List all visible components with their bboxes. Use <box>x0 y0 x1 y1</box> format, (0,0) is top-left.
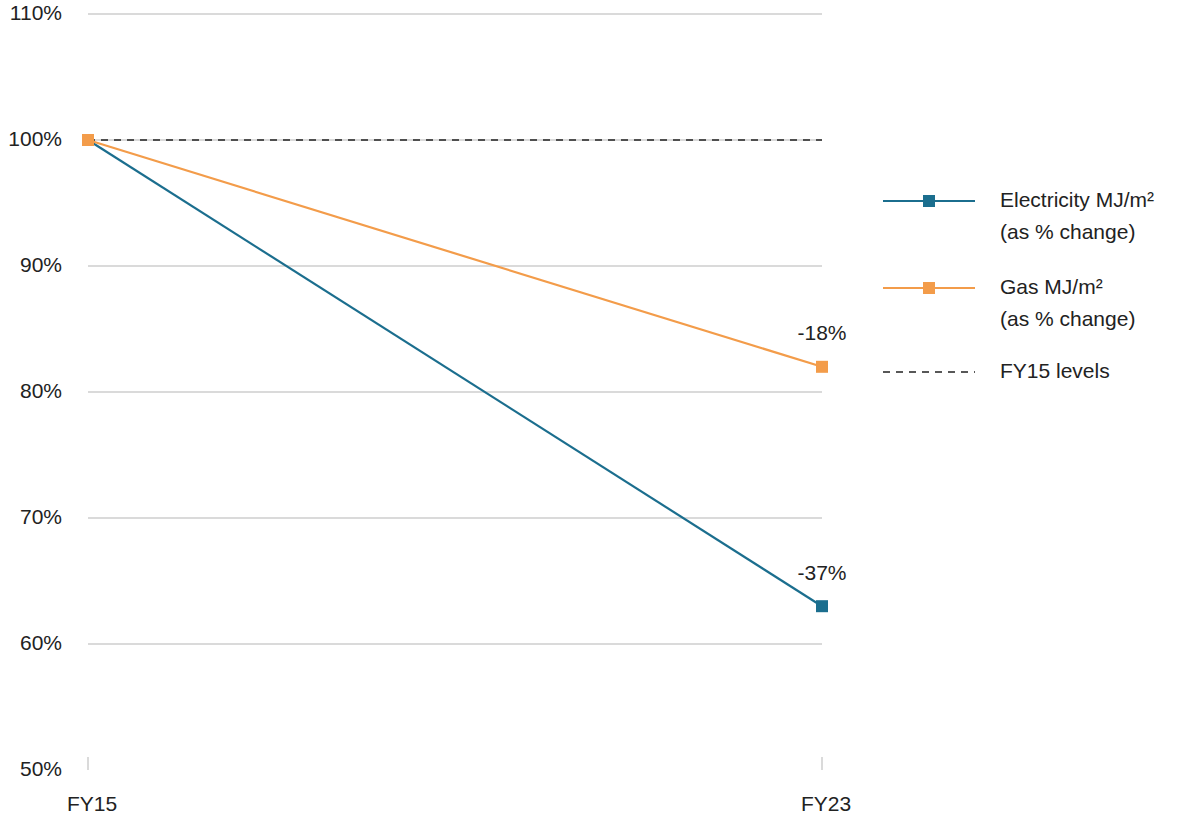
series-line <box>88 140 822 367</box>
chart: 50% 60% 70% 80% 90% 100% 110% FY15 FY23 -18% -37% E… <box>0 0 1200 820</box>
grid-line <box>88 644 822 645</box>
grid-line <box>88 14 822 15</box>
legend-label: Gas MJ/m² (as % change) <box>1000 275 1135 330</box>
annotation: -37% <box>797 561 846 584</box>
y-tick-label: 100% <box>8 127 62 150</box>
series-line <box>88 140 822 606</box>
legend: Electricity MJ/m² (as % change) Gas MJ/m² (… <box>883 188 1154 382</box>
grid-line <box>88 266 822 267</box>
y-tick-label: 50% <box>20 757 62 780</box>
legend-line: (as % change) <box>1000 220 1135 243</box>
annotation: -18% <box>797 321 846 344</box>
point-marker <box>82 134 94 146</box>
grid-line <box>88 392 822 393</box>
legend-line: Gas MJ/m² <box>1000 275 1103 298</box>
x-tick-label: FY15 <box>67 792 117 815</box>
x-tick <box>88 757 89 770</box>
legend-label: FY15 levels <box>1000 359 1110 382</box>
grid-line <box>88 518 822 519</box>
point-marker <box>816 361 828 373</box>
legend-swatch <box>883 371 975 373</box>
y-tick-label: 80% <box>20 379 62 402</box>
grid-line <box>88 140 822 141</box>
x-tick <box>822 757 823 770</box>
y-tick-label: 60% <box>20 631 62 654</box>
x-tick-label: FY23 <box>801 792 851 815</box>
y-tick-label: 110% <box>10 1 62 24</box>
legend-marker <box>923 282 935 294</box>
legend-marker <box>923 195 935 207</box>
y-tick-label: 90% <box>20 253 62 276</box>
point-marker <box>82 134 94 146</box>
plot-area <box>82 134 828 612</box>
point-marker <box>816 600 828 612</box>
legend-label: Electricity MJ/m² (as % change) <box>1000 188 1154 243</box>
y-tick-label: 70% <box>20 505 62 528</box>
reference-line <box>88 139 822 141</box>
legend-line: Electricity MJ/m² <box>1000 188 1154 211</box>
legend-line: (as % change) <box>1000 307 1135 330</box>
